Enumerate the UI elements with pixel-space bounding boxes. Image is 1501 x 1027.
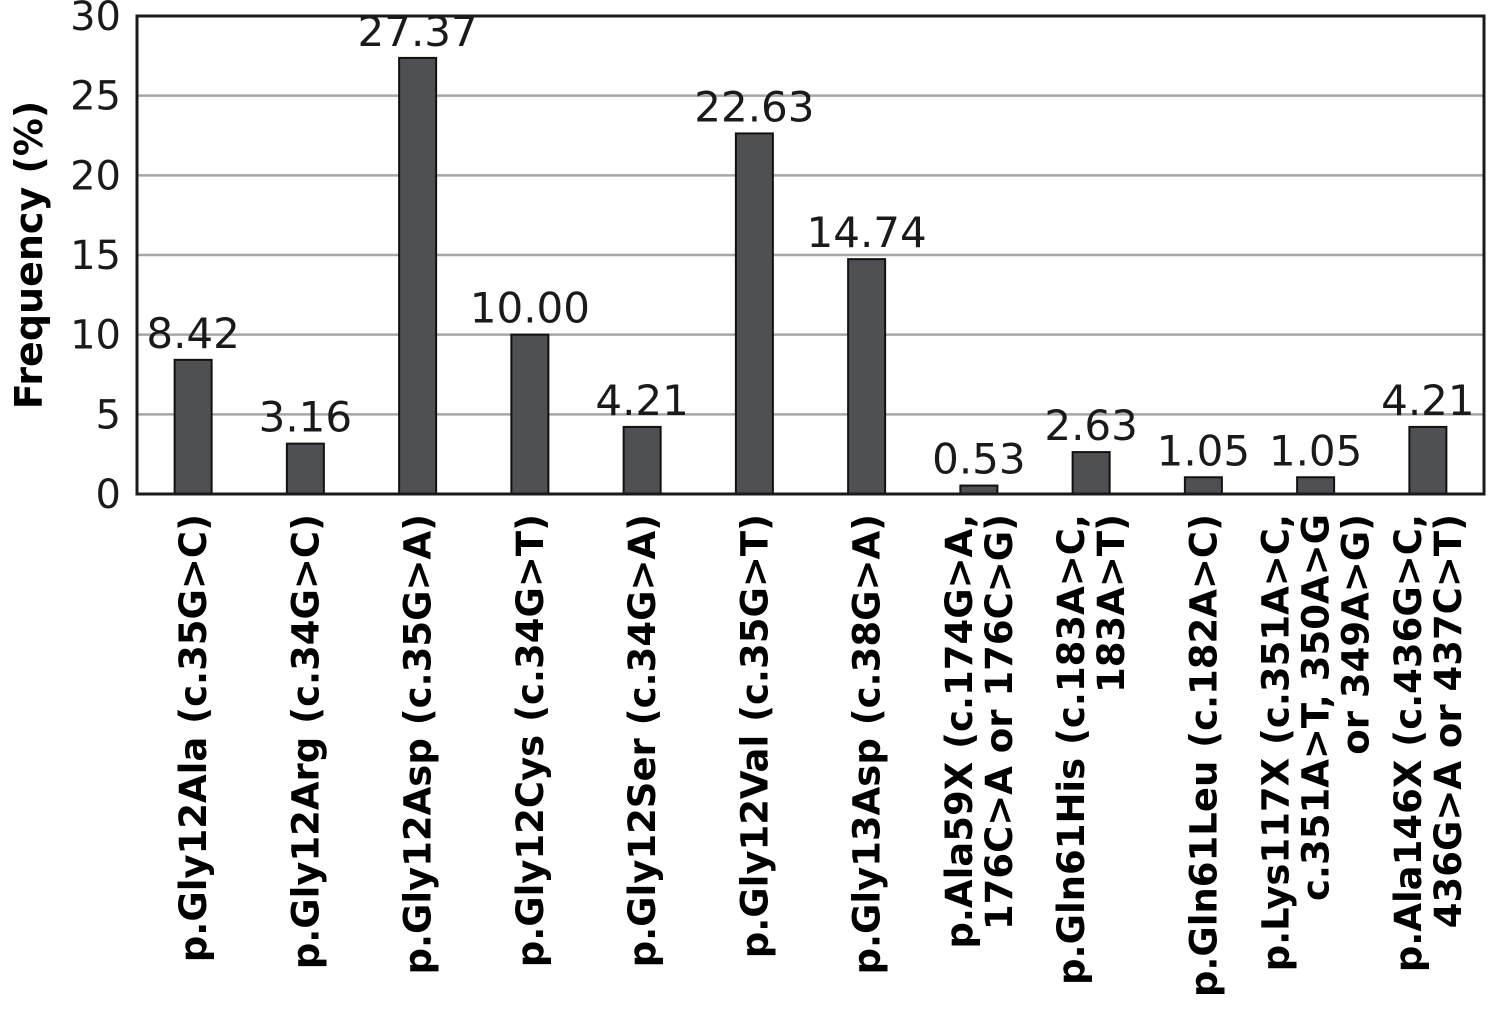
x-category-label: p.Gln61Leu (c.182A>C) xyxy=(1182,514,1225,997)
data-label: 8.42 xyxy=(146,309,240,358)
bar xyxy=(1071,451,1111,496)
gridlines xyxy=(137,94,1484,416)
y-tick-label: 5 xyxy=(96,392,121,438)
x-category-label: p.Ala146X (c.436G>C,436G>A or 437C>T) xyxy=(1387,514,1470,972)
x-category-label: p.Ala59X (c.174G>A,176C>A or 176C>G) xyxy=(938,514,1021,949)
bar xyxy=(510,333,550,495)
y-tick-label: 15 xyxy=(70,233,121,279)
x-category-label-line: p.Gly13Asp (c.38G>A) xyxy=(846,514,889,975)
x-category-label-line: or 349A>G) xyxy=(1335,514,1378,755)
data-label: 4.21 xyxy=(595,376,689,425)
x-category-label: p.Gly12Ala (c.35G>C) xyxy=(172,514,215,962)
data-label: 14.74 xyxy=(807,208,927,257)
x-category-label: p.Gly12Cys (c.34G>T) xyxy=(509,514,552,967)
x-category-label-line: p.Gly12Val (c.35G>T) xyxy=(733,514,776,958)
data-label: 3.16 xyxy=(259,393,353,442)
y-tick-label: 25 xyxy=(70,74,121,120)
x-category-label-line: p.Gly12Ser (c.34G>A) xyxy=(621,514,664,967)
data-label: 27.37 xyxy=(358,7,478,56)
y-tick-label: 20 xyxy=(70,153,121,199)
x-category-labels: p.Gly12Ala (c.35G>C) p.Gly12Arg (c.34G>C)… xyxy=(172,514,1470,997)
plot-frame xyxy=(135,14,1486,496)
x-category-label-line: p.Gly12Ala (c.35G>C) xyxy=(172,514,215,962)
x-category-label: p.Gly13Asp (c.38G>A) xyxy=(846,514,889,975)
bar xyxy=(398,56,438,496)
x-category-label-line: p.Gly12Asp (c.35G>A) xyxy=(397,514,440,975)
bars xyxy=(173,56,1448,496)
data-labels: 8.423.1627.3710.004.2122.6314.740.532.63… xyxy=(146,7,1474,484)
bar xyxy=(1408,425,1448,495)
x-category-label: p.Gly12Ser (c.34G>A) xyxy=(621,514,664,967)
bar xyxy=(847,258,887,495)
bar xyxy=(1183,476,1223,495)
data-label: 22.63 xyxy=(694,82,814,131)
x-category-label-line: 176C>A or 176C>G) xyxy=(978,514,1021,930)
x-category-label: p.Lys117X (c.351A>C,c.351A>T, 350A>Gor 3… xyxy=(1255,514,1378,971)
data-label: 1.05 xyxy=(1157,426,1251,475)
x-category-label: p.Gly12Val (c.35G>T) xyxy=(733,514,776,958)
x-category-label-line: p.Gly12Cys (c.34G>T) xyxy=(509,514,552,967)
bar xyxy=(173,358,213,495)
x-category-label-line: p.Gln61Leu (c.182A>C) xyxy=(1182,514,1225,997)
y-tick-label: 30 xyxy=(70,0,121,40)
x-category-label-line: 183A>T) xyxy=(1090,514,1133,693)
bar xyxy=(285,442,325,495)
x-category-label-line: p.Ala59X (c.174G>A, xyxy=(938,514,981,949)
x-category-label-line: 436G>A or 437C>T) xyxy=(1427,514,1470,928)
x-category-label-line: c.351A>T, 350A>G xyxy=(1295,514,1338,901)
bar xyxy=(734,132,774,495)
y-tick-labels: 0 5 10 15 20 25 30 xyxy=(70,0,121,518)
data-label: 4.21 xyxy=(1381,376,1475,425)
y-tick-label: 0 xyxy=(96,472,121,518)
y-axis-title: Frequency (%) xyxy=(7,101,51,409)
x-category-label: p.Gly12Arg (c.34G>C) xyxy=(284,514,327,969)
x-category-label: p.Gln61His (c.183A>C,183A>T) xyxy=(1050,514,1133,985)
data-label: 1.05 xyxy=(1269,426,1363,475)
y-tick-label: 10 xyxy=(70,313,121,359)
x-category-label-line: p.Lys117X (c.351A>C, xyxy=(1255,514,1298,971)
x-category-label-line: p.Gly12Arg (c.34G>C) xyxy=(284,514,327,969)
data-label: 10.00 xyxy=(470,284,590,333)
x-category-label-line: p.Gln61His (c.183A>C, xyxy=(1050,514,1093,985)
bar xyxy=(622,425,662,495)
x-category-label-line: p.Ala146X (c.436G>C, xyxy=(1387,514,1430,972)
bar xyxy=(1296,476,1336,495)
data-label: 0.53 xyxy=(932,435,1026,484)
data-label: 2.63 xyxy=(1044,401,1138,450)
x-category-label: p.Gly12Asp (c.35G>A) xyxy=(397,514,440,975)
